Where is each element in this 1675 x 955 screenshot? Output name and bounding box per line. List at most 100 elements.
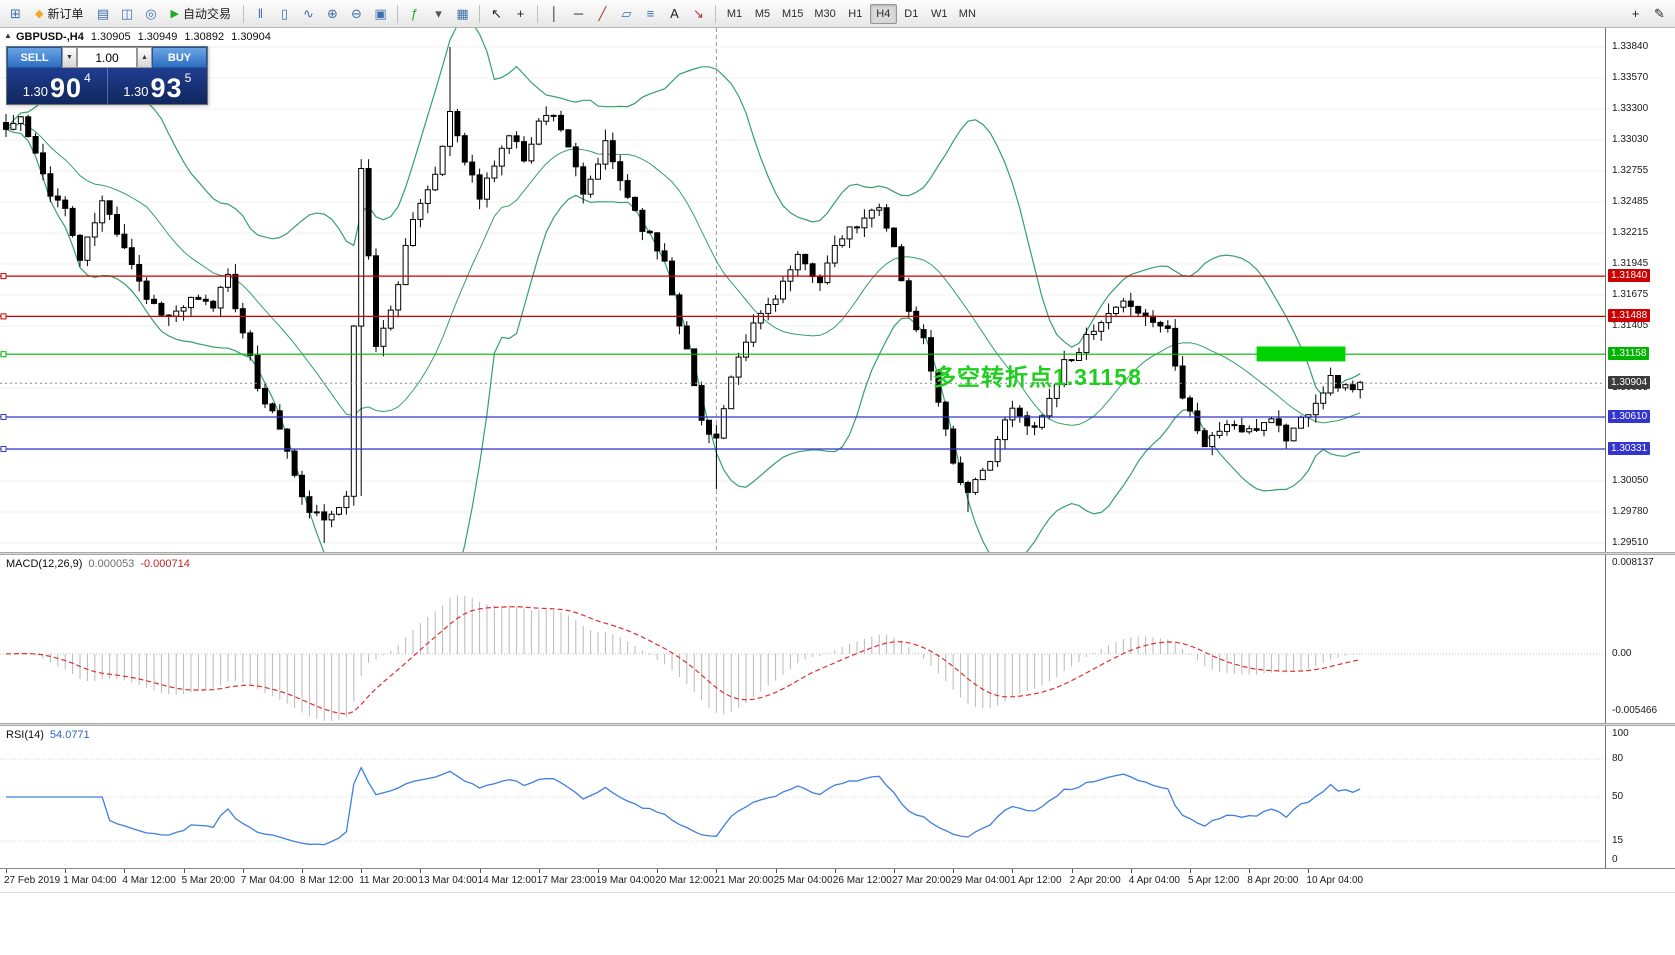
- periods-dropdown-icon[interactable]: ▦: [456, 5, 469, 21]
- volume-decrease-button[interactable]: ▼: [62, 47, 77, 68]
- price-tick: 1.32215: [1612, 227, 1649, 238]
- time-tick: [1190, 869, 1191, 873]
- one-click-collapse-toggle[interactable]: ▲: [4, 31, 12, 40]
- timeframe-w1[interactable]: W1: [931, 7, 948, 20]
- ohlc-high: 1.30949: [137, 31, 178, 43]
- volume-increase-button[interactable]: ▲: [137, 47, 152, 68]
- zoom-out-icon[interactable]: ⊖: [351, 5, 362, 21]
- rsi-name: RSI(14): [6, 729, 44, 741]
- rsi-value: 54.0771: [49, 729, 90, 741]
- chart-annotation-text[interactable]: 多空转折点1.31158: [933, 364, 1142, 390]
- timeframe-mn[interactable]: MN: [958, 7, 976, 20]
- panel-splitter[interactable]: [0, 723, 1675, 726]
- indicators-icon[interactable]: ƒ: [410, 6, 419, 21]
- toolbar-separator: [242, 4, 244, 23]
- time-label: 4 Mar 12:00: [122, 875, 176, 886]
- line-chart-mode-icon[interactable]: ∿: [303, 5, 314, 21]
- zoom-in-icon[interactable]: ⊕: [327, 5, 338, 21]
- trendline-tool-icon[interactable]: ╱: [598, 5, 607, 21]
- arrows-tool-icon[interactable]: ↘: [693, 5, 704, 21]
- navigator-icon[interactable]: ◎: [145, 5, 157, 21]
- rsi-tick: 0: [1612, 854, 1618, 865]
- vertical-line-tool-icon[interactable]: │: [550, 6, 559, 21]
- horizontal-line-tool-icon[interactable]: ─: [573, 6, 584, 21]
- data-window-icon[interactable]: ◫: [120, 5, 134, 21]
- rsi-label: RSI(14) 54.0771: [6, 729, 90, 741]
- fibonacci-tool-icon[interactable]: ≡: [646, 6, 655, 21]
- channel-tool-icon[interactable]: ▱: [621, 5, 632, 21]
- rsi-axis[interactable]: 100 80 50 15 0: [1605, 726, 1675, 868]
- price-chart-canvas[interactable]: [0, 28, 1605, 552]
- timeframe-d1[interactable]: D1: [904, 7, 919, 20]
- price-tick: 1.31945: [1612, 258, 1649, 269]
- panel-splitter[interactable]: [0, 552, 1675, 555]
- price-axis[interactable]: 1.33840 1.33570 1.33300 1.33030 1.32755 1.324…: [1605, 28, 1675, 552]
- crosshair-icon[interactable]: +: [516, 6, 525, 21]
- timeframe-h1[interactable]: H1: [848, 7, 863, 20]
- price-level-badge: 1.31840: [1608, 269, 1651, 283]
- macd-tick: -0.005466: [1612, 705, 1658, 716]
- sell-button[interactable]: SELL: [7, 47, 62, 68]
- time-label: 1 Mar 04:00: [63, 875, 117, 886]
- price-level-badge: 1.30331: [1608, 441, 1651, 455]
- time-tick: [775, 869, 777, 873]
- one-click-trading-panel: SELL ▼ 1.00 ▲ BUY 1.30 90 4 1.30 93: [6, 46, 208, 105]
- new-order-button[interactable]: ◆ 新订单: [28, 3, 90, 25]
- toolbar-separator: [478, 4, 480, 23]
- bar-chart-mode-icon[interactable]: ‖: [257, 6, 264, 21]
- time-tick: [598, 869, 599, 873]
- text-tool-icon[interactable]: A: [670, 6, 679, 21]
- time-tick: [834, 869, 836, 873]
- macd-axis[interactable]: 0.008137 0.00 -0.005466: [1605, 555, 1675, 723]
- time-label: 1 Apr 12:00: [1010, 875, 1062, 886]
- time-tick: [302, 869, 303, 873]
- buy-price-point: 5: [184, 71, 192, 85]
- volume-input[interactable]: 1.00: [77, 47, 137, 68]
- candle-chart-mode-icon[interactable]: ▯: [280, 5, 289, 21]
- sell-price-display[interactable]: 1.30 90 4: [7, 68, 107, 104]
- macd-tick: 0.00: [1612, 647, 1632, 659]
- timeframe-h4[interactable]: H4: [869, 3, 897, 24]
- timeframe-m1[interactable]: M1: [726, 7, 743, 20]
- cursor-icon[interactable]: ↖: [491, 5, 502, 21]
- price-level-badge: 1.31158: [1608, 347, 1650, 361]
- time-tick: [1012, 869, 1014, 873]
- time-tick: [716, 869, 718, 873]
- new-chart-icon[interactable]: ⊞: [10, 5, 21, 21]
- time-tick: [538, 869, 540, 873]
- time-label: 13 Mar 04:00: [418, 875, 478, 886]
- time-label: 10 Apr 04:00: [1306, 875, 1364, 886]
- add-object-icon[interactable]: +: [1631, 6, 1640, 21]
- buy-button[interactable]: BUY: [152, 47, 207, 68]
- timeframe-m5[interactable]: M5: [754, 7, 771, 20]
- macd-chart-canvas[interactable]: [0, 555, 1605, 723]
- new-order-label: 新订单: [47, 7, 84, 21]
- rsi-chart-canvas[interactable]: [0, 726, 1605, 868]
- auto-scroll-icon[interactable]: ▣: [374, 5, 387, 21]
- price-level-badge: 1.31488: [1608, 309, 1651, 323]
- time-tick: [1249, 869, 1251, 873]
- current-price-badge: 1.30904: [1608, 376, 1651, 390]
- macd-panel: 0.008137 0.00 -0.005466 MACD(12,26,9) 0.00…: [0, 555, 1675, 723]
- market-watch-icon[interactable]: ▤: [96, 5, 110, 21]
- indicators-dropdown-icon[interactable]: ▾: [435, 5, 442, 21]
- time-tick: [1130, 869, 1132, 873]
- auto-trading-button[interactable]: ▶ 自动交易: [163, 3, 237, 25]
- macd-label: MACD(12,26,9) 0.000053 -0.000714: [6, 558, 190, 570]
- price-panel: 1.33840 1.33570 1.33300 1.33030 1.32755 1.324…: [0, 28, 1675, 552]
- timeframe-m15[interactable]: M15: [781, 7, 804, 20]
- edit-object-icon[interactable]: ✎: [1654, 5, 1665, 21]
- timeframe-m30[interactable]: M30: [814, 7, 836, 20]
- chart-area: 1.33840 1.33570 1.33300 1.33030 1.32755 1.324…: [0, 28, 1675, 955]
- time-tick: [124, 869, 126, 873]
- buy-price-prefix: 1.30: [123, 84, 149, 99]
- time-axis[interactable]: 27 Feb 2019 1 Mar 04:00 4 Mar 12:00 5 Mar 2…: [0, 868, 1675, 892]
- time-tick: [65, 869, 67, 873]
- macd-tick: 0.008137: [1612, 557, 1654, 568]
- time-tick: [6, 869, 7, 873]
- price-tick: 1.32485: [1612, 196, 1649, 207]
- sell-price-prefix: 1.30: [22, 84, 49, 99]
- toolbar: ⊞ ◆ 新订单 ▤ ◫ ◎ ▶ 自动交易 ‖ ▯ ∿ ⊕ ⊖ ▣ ƒ ▾ ▦ ↖ + │ ─ ╱ ▱ ≡ A ↘ M1 M5 M15 M3…: [0, 0, 1675, 28]
- buy-price-display[interactable]: 1.30 93 5: [108, 68, 208, 104]
- time-label: 2 Apr 20:00: [1069, 875, 1121, 886]
